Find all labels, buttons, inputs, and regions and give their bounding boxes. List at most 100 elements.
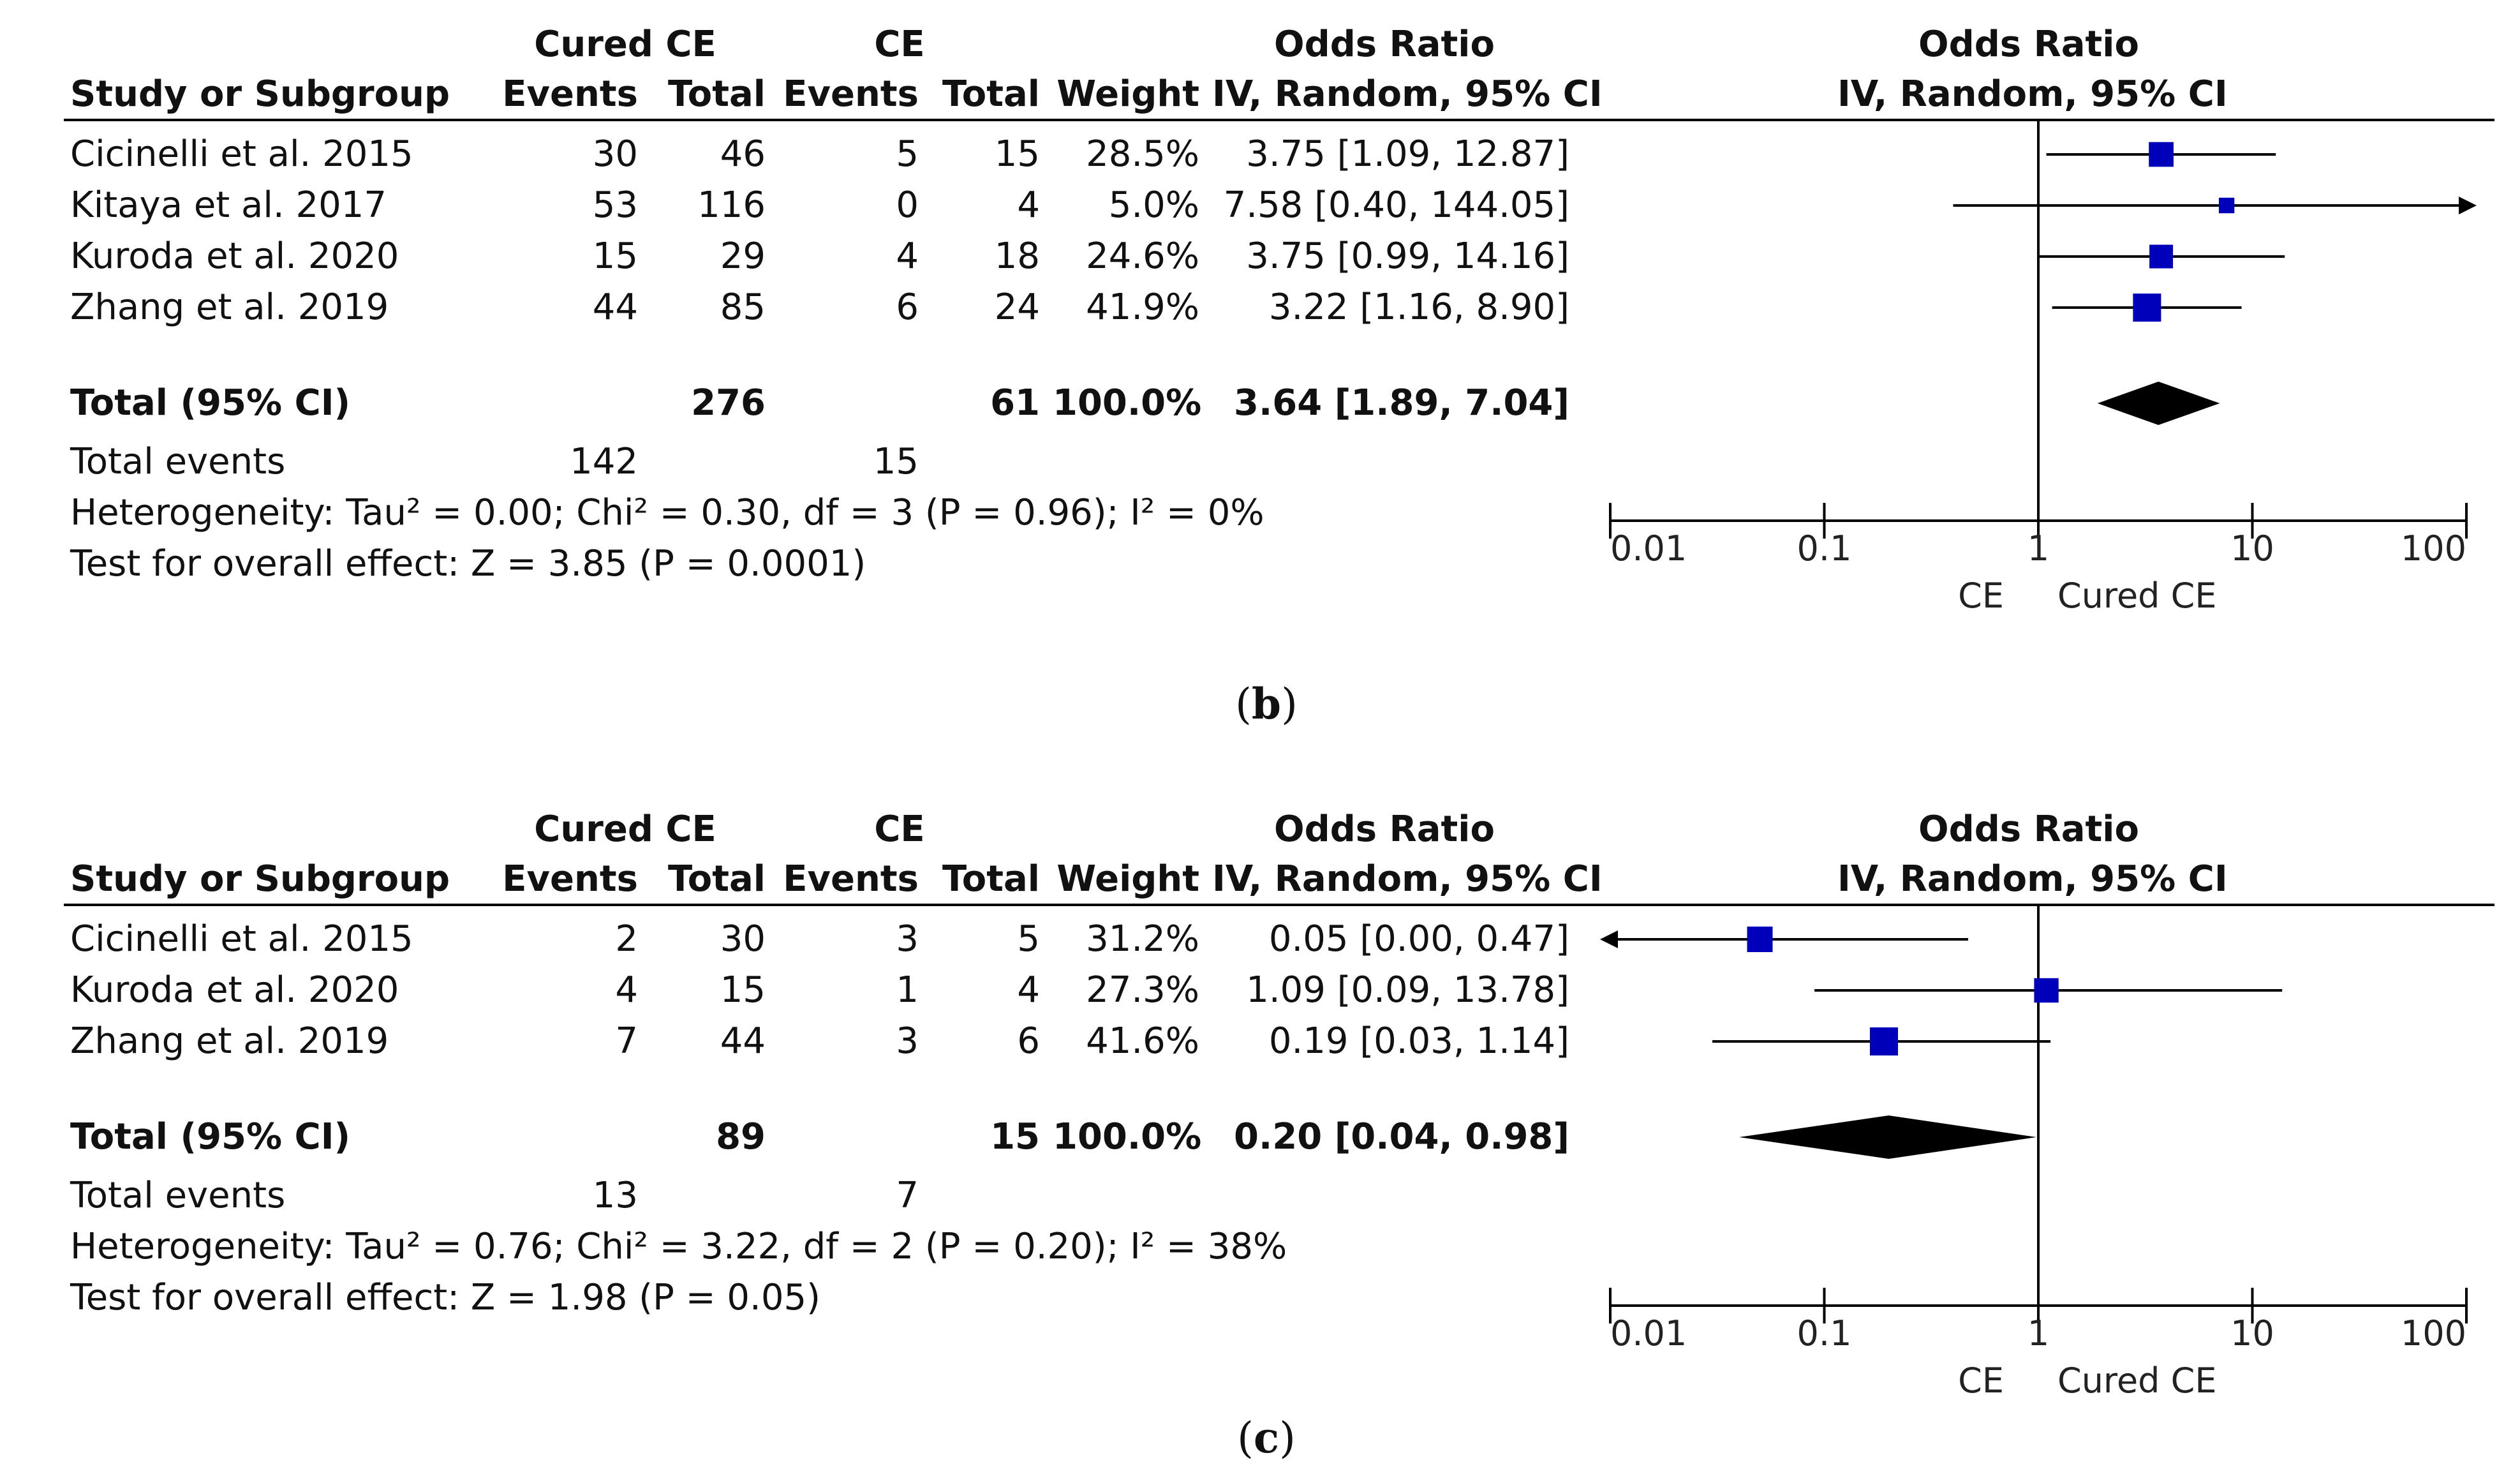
forest-plot-c: 0.01 0.1 1 10 100 CE Cured CE — [1600, 904, 2468, 1401]
study-name: Kuroda et al. 2020 — [70, 969, 399, 1011]
overall-effect-text: Test for overall effect: Z = 3.85 (P = 0… — [70, 543, 866, 585]
header-study: Study or Subgroup — [70, 858, 450, 900]
study-name: Zhang et al. 2019 — [70, 287, 389, 328]
ctl-events: 5 — [896, 133, 919, 175]
study-weight: 27.3% — [1086, 969, 1199, 1011]
pooled-diamond — [1738, 1115, 2037, 1159]
exp-events: 15 — [592, 235, 638, 277]
exp-events: 7 — [615, 1020, 638, 1062]
header-weight: Weight — [1056, 73, 1199, 115]
study-marker — [2149, 142, 2174, 167]
study-name: Kitaya et al. 2017 — [70, 184, 387, 226]
exp-total: 15 — [720, 969, 766, 1011]
events-label: Total events — [70, 1175, 286, 1216]
overall-effect-text: Test for overall effect: Z = 1.98 (P = 0… — [70, 1277, 820, 1318]
x-tick-label: 100 — [2401, 1313, 2466, 1353]
header-exp-events: Events — [502, 858, 638, 900]
events-ctl: 7 — [896, 1175, 919, 1216]
x-tick-label: 0.01 — [1610, 1313, 1687, 1353]
study-weight: 41.9% — [1086, 287, 1199, 328]
total-label: Total (95% CI) — [70, 382, 351, 424]
header-exp-group: Cured CE — [534, 24, 716, 65]
ci-arrow-left — [1600, 930, 1618, 948]
heterogeneity-text: Heterogeneity: Tau² = 0.76; Chi² = 3.22,… — [70, 1226, 1287, 1267]
ctl-events: 3 — [896, 1020, 919, 1062]
ctl-events: 6 — [896, 287, 919, 328]
forest-plot-panel-c: Cured CE CE Odds Ratio Odds Ratio Study … — [0, 785, 2520, 1476]
header-plot-method: IV, Random, 95% CI — [1837, 73, 2228, 115]
study-weight: 5.0% — [1108, 184, 1199, 226]
study-weight: 31.2% — [1086, 918, 1199, 960]
total-ctl-n: 15 — [990, 1116, 1040, 1158]
header-ctl-events: Events — [783, 858, 919, 900]
x-tick-label: 0.1 — [1797, 1313, 1852, 1353]
study-ci: 7.58 [0.40, 144.05] — [1223, 184, 1569, 226]
exp-events: 4 — [615, 969, 638, 1011]
caption-letter: b — [1251, 679, 1282, 729]
x-tick-label: 0.01 — [1610, 528, 1687, 569]
favours-right-label: Cured CE — [2057, 576, 2216, 616]
total-exp-n: 276 — [691, 382, 766, 424]
study-name: Cicinelli et al. 2015 — [70, 918, 413, 960]
x-tick-label: 100 — [2401, 528, 2466, 569]
header-or-method: IV, Random, 95% CI — [1212, 73, 1603, 115]
study-ci: 3.75 [0.99, 14.16] — [1246, 235, 1569, 277]
header-exp-events: Events — [502, 73, 638, 115]
header-exp-total: Total — [668, 73, 766, 115]
ctl-total: 4 — [1017, 184, 1040, 226]
exp-total: 44 — [720, 1020, 766, 1062]
ctl-total: 18 — [994, 235, 1040, 277]
x-tick-label: 1 — [2027, 528, 2049, 569]
study-name: Kuroda et al. 2020 — [70, 235, 399, 277]
events-ctl: 15 — [873, 441, 919, 482]
panel-caption-c: (c) — [1237, 1413, 1296, 1463]
study-marker — [2218, 197, 2235, 214]
total-label: Total (95% CI) — [70, 1116, 351, 1158]
total-ci: 3.64 [1.89, 7.04] — [1234, 382, 1569, 424]
favours-right-label: Cured CE — [2057, 1360, 2216, 1401]
study-weight: 24.6% — [1086, 235, 1199, 277]
total-weight: 100.0% — [1053, 1116, 1202, 1158]
exp-total: 46 — [720, 133, 766, 175]
study-ci: 3.75 [1.09, 12.87] — [1246, 133, 1569, 175]
total-ci: 0.20 [0.04, 0.98] — [1234, 1116, 1569, 1158]
header-or-title: Odds Ratio — [1274, 809, 1495, 850]
study-weight: 28.5% — [1086, 133, 1199, 175]
header-plot-title: Odds Ratio — [1918, 24, 2139, 65]
ctl-total: 15 — [994, 133, 1040, 175]
study-marker — [1747, 927, 1773, 952]
ctl-total: 4 — [1017, 969, 1040, 1011]
ctl-events: 0 — [896, 184, 919, 226]
x-tick-label: 1 — [2027, 1313, 2049, 1353]
ctl-total: 5 — [1017, 918, 1040, 960]
total-weight: 100.0% — [1053, 382, 1202, 424]
header-ctl-total: Total — [942, 858, 1040, 900]
study-ci: 1.09 [0.09, 13.78] — [1246, 969, 1569, 1011]
header-ctl-group: CE — [874, 24, 925, 65]
header-ctl-events: Events — [783, 73, 919, 115]
x-tick-label: 0.1 — [1797, 528, 1852, 569]
exp-total: 30 — [720, 918, 766, 960]
study-ci: 0.19 [0.03, 1.14] — [1268, 1020, 1569, 1062]
events-exp: 13 — [592, 1175, 638, 1216]
header-weight: Weight — [1056, 858, 1199, 900]
exp-total: 85 — [720, 287, 766, 328]
study-marker — [1870, 1027, 1899, 1055]
study-marker — [2149, 244, 2174, 269]
header-plot-title: Odds Ratio — [1918, 809, 2139, 850]
study-marker — [2133, 294, 2161, 322]
pooled-diamond — [2097, 382, 2220, 425]
x-tick-label: 10 — [2230, 1313, 2274, 1353]
total-exp-n: 89 — [716, 1116, 766, 1158]
ctl-total: 6 — [1017, 1020, 1040, 1062]
study-weight: 41.6% — [1086, 1020, 1199, 1062]
exp-events: 30 — [592, 133, 638, 175]
study-marker — [2034, 978, 2059, 1003]
ctl-events: 1 — [896, 969, 919, 1011]
header-exp-total: Total — [668, 858, 766, 900]
header-exp-group: Cured CE — [534, 809, 716, 850]
exp-events: 44 — [592, 287, 638, 328]
favours-left-label: CE — [1958, 1360, 2004, 1401]
x-tick-label: 10 — [2230, 528, 2274, 569]
ci-arrow-right — [2459, 197, 2477, 214]
